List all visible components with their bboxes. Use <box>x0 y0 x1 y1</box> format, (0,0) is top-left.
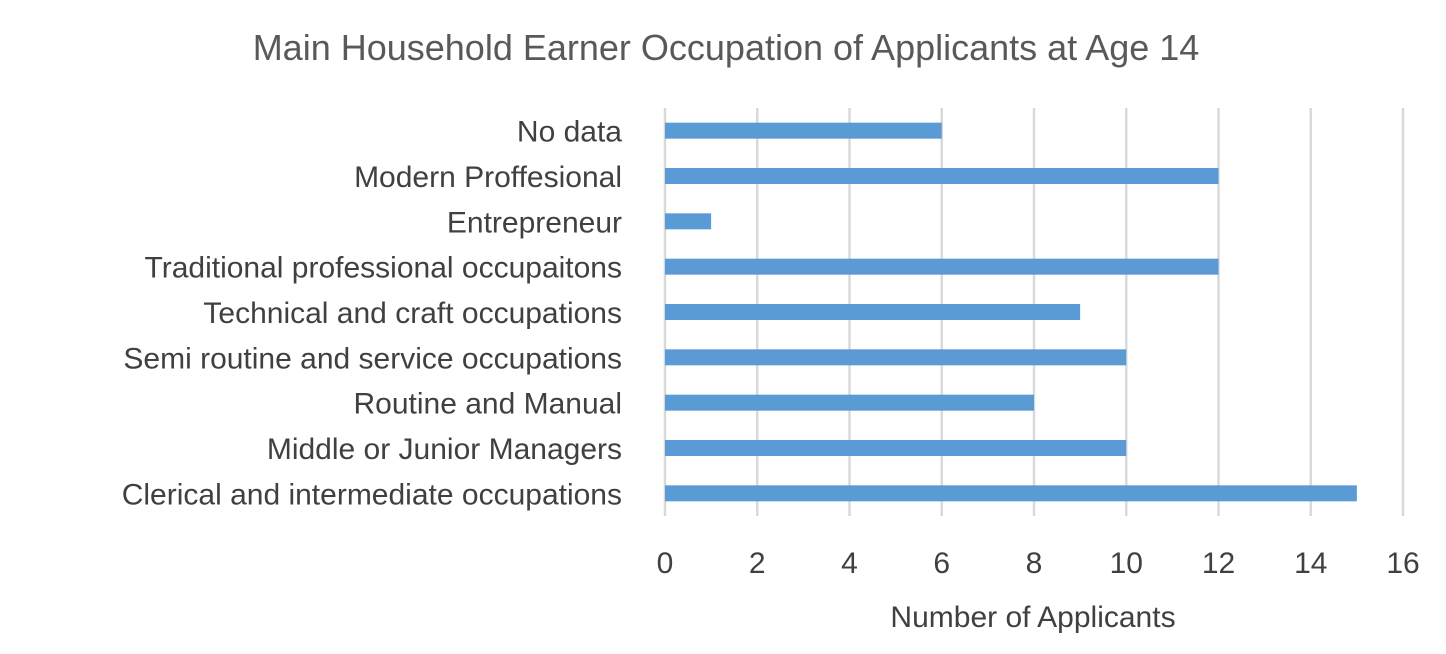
bar <box>665 485 1357 502</box>
category-label: Technical and craft occupations <box>203 297 622 330</box>
category-label: No data <box>517 116 622 149</box>
bar <box>665 349 1127 366</box>
category-labels: No data Modern Proffesional Entrepreneur Tr… <box>122 116 623 512</box>
x-tick-label: 8 <box>1026 547 1043 580</box>
x-tick-label: 4 <box>841 547 858 580</box>
chart-title: Main Household Earner Occupation of Appl… <box>253 27 1200 68</box>
category-label: Clerical and intermediate occupations <box>122 478 622 511</box>
x-axis-title: Number of Applicants <box>890 601 1175 634</box>
bar <box>665 258 1219 275</box>
bar <box>665 168 1219 184</box>
bar <box>665 440 1127 456</box>
category-label: Routine and Manual <box>353 388 622 421</box>
x-tick-label: 14 <box>1294 547 1327 580</box>
category-label: Entrepreneur <box>447 206 622 239</box>
x-axis-ticks: 0 2 4 6 8 10 12 14 16 <box>657 547 1420 580</box>
bar <box>665 304 1081 320</box>
bar <box>665 213 712 230</box>
category-label: Middle or Junior Managers <box>267 433 622 466</box>
bar <box>665 122 942 139</box>
category-label: Traditional professional occupaitons <box>145 252 623 285</box>
x-tick-label: 6 <box>933 547 950 580</box>
bars <box>665 122 1357 502</box>
x-tick-label: 2 <box>749 547 766 580</box>
category-label: Semi routine and service occupations <box>123 342 622 375</box>
x-tick-label: 10 <box>1110 547 1143 580</box>
x-tick-label: 12 <box>1202 547 1235 580</box>
x-tick-label: 16 <box>1386 547 1419 580</box>
x-tick-label: 0 <box>657 547 674 580</box>
category-label: Modern Proffesional <box>354 161 622 194</box>
bar <box>665 394 1034 411</box>
